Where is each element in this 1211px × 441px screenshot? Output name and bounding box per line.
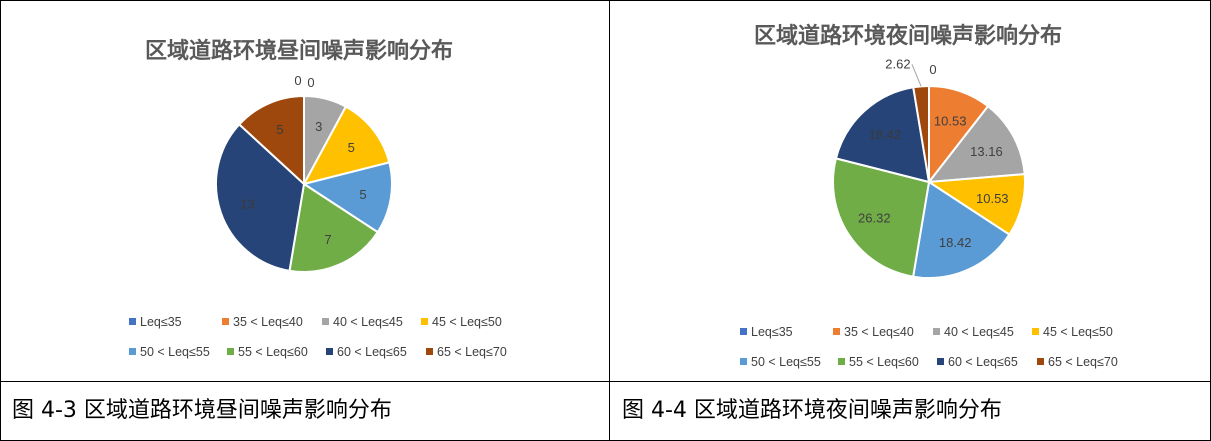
- pie-slice: [288, 182, 380, 273]
- data-label: 3: [315, 119, 322, 134]
- data-label: 2.62: [885, 56, 910, 71]
- table-border-left: [0, 0, 1, 441]
- leader-line: [911, 64, 922, 87]
- legend-item: 60 < Leq≤65: [937, 355, 1018, 369]
- legend-swatch: [937, 358, 944, 365]
- legend-swatch: [740, 358, 747, 365]
- pie-slice: [301, 161, 393, 234]
- table-border-top: [0, 0, 1211, 1]
- legend-item: 55 < Leq≤60: [227, 345, 308, 359]
- pie-slice: [926, 104, 1026, 184]
- legend-swatch: [222, 318, 229, 325]
- pie-slice: [834, 86, 931, 184]
- legend-item: 35 < Leq≤40: [222, 315, 303, 329]
- data-label: 5: [348, 140, 355, 155]
- data-label: 13: [240, 196, 254, 211]
- data-label: 0: [294, 73, 301, 88]
- data-label: 18.42: [939, 235, 972, 250]
- legend-item: 40 < Leq≤45: [322, 315, 403, 329]
- night-pie-chart: 0 10.53 13.16 10.53 18.42 26.32 18.42 2.62: [832, 56, 1026, 279]
- legend-label: 35 < Leq≤40: [844, 325, 914, 339]
- legend-label: 35 < Leq≤40: [233, 315, 303, 329]
- legend-label: 40 < Leq≤45: [944, 325, 1014, 339]
- legend-item: 65 < Leq≤70: [426, 345, 507, 359]
- legend-swatch: [838, 358, 845, 365]
- data-label: 0: [307, 75, 314, 90]
- data-label: 0: [929, 62, 936, 77]
- legend-label: 40 < Leq≤45: [333, 315, 403, 329]
- legend-item: 55 < Leq≤60: [838, 355, 919, 369]
- legend-swatch: [933, 328, 940, 335]
- legend-label: 60 < Leq≤65: [948, 355, 1018, 369]
- night-chart: 区域道路环境夜间噪声影响分布 0 10.53 13.16 10.53 18.42 26.3…: [610, 1, 1209, 381]
- legend-swatch: [129, 348, 136, 355]
- data-label: 10.53: [976, 191, 1009, 206]
- data-label: 7: [324, 232, 331, 247]
- data-label: 13.16: [970, 144, 1003, 159]
- legend-label: 55 < Leq≤60: [849, 355, 919, 369]
- day-pie-chart: 0 0 3 5 5 7 13 5: [215, 73, 393, 273]
- legend-label: 65 < Leq≤70: [437, 345, 507, 359]
- legend-label: 65 < Leq≤70: [1048, 355, 1118, 369]
- legend-swatch: [1032, 328, 1039, 335]
- legend-label: 55 < Leq≤60: [238, 345, 308, 359]
- pie-slice: [237, 94, 305, 187]
- pie-slice: [832, 157, 931, 278]
- pie-slice: [302, 105, 391, 186]
- legend-label: 50 < Leq≤55: [140, 345, 210, 359]
- data-label: 18.42: [869, 127, 902, 142]
- legend-label: 50 < Leq≤55: [751, 355, 821, 369]
- table-border-row: [0, 381, 1211, 382]
- data-label: 10.53: [934, 113, 967, 128]
- data-label: 5: [359, 187, 366, 202]
- data-label: 26.32: [858, 211, 891, 226]
- legend-item: 60 < Leq≤65: [326, 345, 407, 359]
- legend-item: Leq≤35: [129, 315, 182, 329]
- legend-swatch: [326, 348, 333, 355]
- legend-item: Leq≤35: [740, 325, 793, 339]
- table-border-middle: [609, 0, 610, 441]
- legend-swatch: [227, 348, 234, 355]
- pie-slice: [912, 84, 930, 183]
- chart-title: 区域道路环境夜间噪声影响分布: [754, 24, 1063, 49]
- legend-item: 50 < Leq≤55: [740, 355, 821, 369]
- day-chart: 区域道路环境昼间噪声影响分布 0 0 3 5 5 7 13 5 Leq≤35 35 < Leq≤…: [1, 1, 608, 381]
- data-label: 5: [276, 122, 283, 137]
- legend-swatch: [129, 318, 136, 325]
- legend-item: 35 < Leq≤40: [833, 325, 914, 339]
- legend-item: 50 < Leq≤55: [129, 345, 210, 359]
- legend-label: Leq≤35: [751, 325, 793, 339]
- legend-item: 40 < Leq≤45: [933, 325, 1014, 339]
- pie-slice: [215, 122, 306, 272]
- legend-swatch: [1037, 358, 1044, 365]
- legend-swatch: [426, 348, 433, 355]
- legend-swatch: [322, 318, 329, 325]
- legend-label: Leq≤35: [140, 315, 182, 329]
- caption-left: 图 4-3 区域道路环境昼间噪声影响分布: [12, 398, 392, 423]
- legend-item: 45 < Leq≤50: [1032, 325, 1113, 339]
- legend-swatch: [740, 328, 747, 335]
- legend-label: 45 < Leq≤50: [1043, 325, 1113, 339]
- legend-label: 60 < Leq≤65: [337, 345, 407, 359]
- pie-slice: [911, 180, 1011, 279]
- legend-swatch: [833, 328, 840, 335]
- chart-title: 区域道路环境昼间噪声影响分布: [145, 39, 454, 64]
- legend-label: 45 < Leq≤50: [432, 315, 502, 329]
- legend-swatch: [421, 318, 428, 325]
- legend-item: 45 < Leq≤50: [421, 315, 502, 329]
- legend-item: 65 < Leq≤70: [1037, 355, 1118, 369]
- caption-right: 图 4-4 区域道路环境夜间噪声影响分布: [622, 398, 1002, 423]
